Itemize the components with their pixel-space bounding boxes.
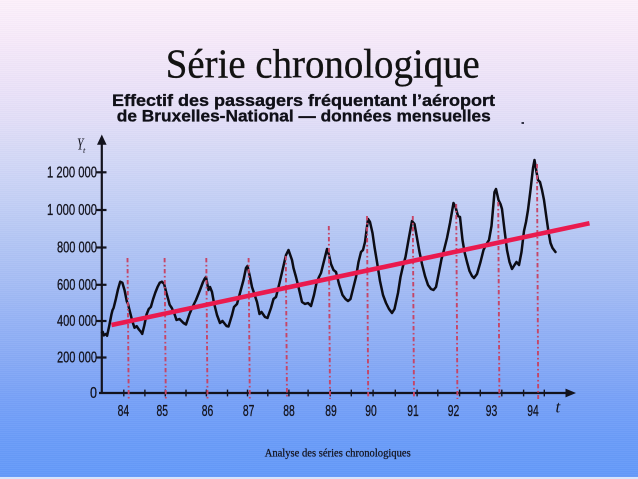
svg-text:1 200 000: 1 200 000 (47, 164, 97, 181)
svg-text:400 000: 400 000 (57, 313, 97, 330)
svg-text:800 000: 800 000 (57, 240, 97, 257)
svg-text:91: 91 (407, 403, 419, 420)
svg-text:Analyse des séries chronologiq: Analyse des séries chronologiques (265, 448, 411, 460)
svg-text:84: 84 (118, 403, 130, 420)
svg-text:85: 85 (156, 403, 168, 420)
svg-text:90: 90 (365, 403, 377, 420)
svg-text:t: t (556, 398, 562, 417)
svg-text:87: 87 (243, 403, 255, 420)
svg-text:94: 94 (527, 403, 539, 420)
svg-text:200 000: 200 000 (57, 350, 97, 367)
svg-text:86: 86 (202, 403, 214, 420)
svg-text:de Bruxelles-National — donnée: de Bruxelles-National — données mensuell… (117, 107, 491, 126)
svg-text:1 000 000: 1 000 000 (47, 202, 97, 219)
svg-text:0: 0 (90, 385, 97, 402)
svg-text:Effectif des passagers fréquen: Effectif des passagers fréquentant l’aér… (112, 91, 495, 110)
svg-text:89: 89 (325, 403, 337, 420)
svg-text:600 000: 600 000 (57, 277, 97, 294)
svg-text:93: 93 (486, 403, 498, 420)
svg-text:88: 88 (283, 403, 295, 420)
svg-text:92: 92 (448, 403, 460, 420)
svg-text:t: t (83, 145, 86, 155)
svg-text:Y: Y (77, 134, 85, 153)
svg-text:Série chronologique: Série chronologique (166, 41, 480, 87)
